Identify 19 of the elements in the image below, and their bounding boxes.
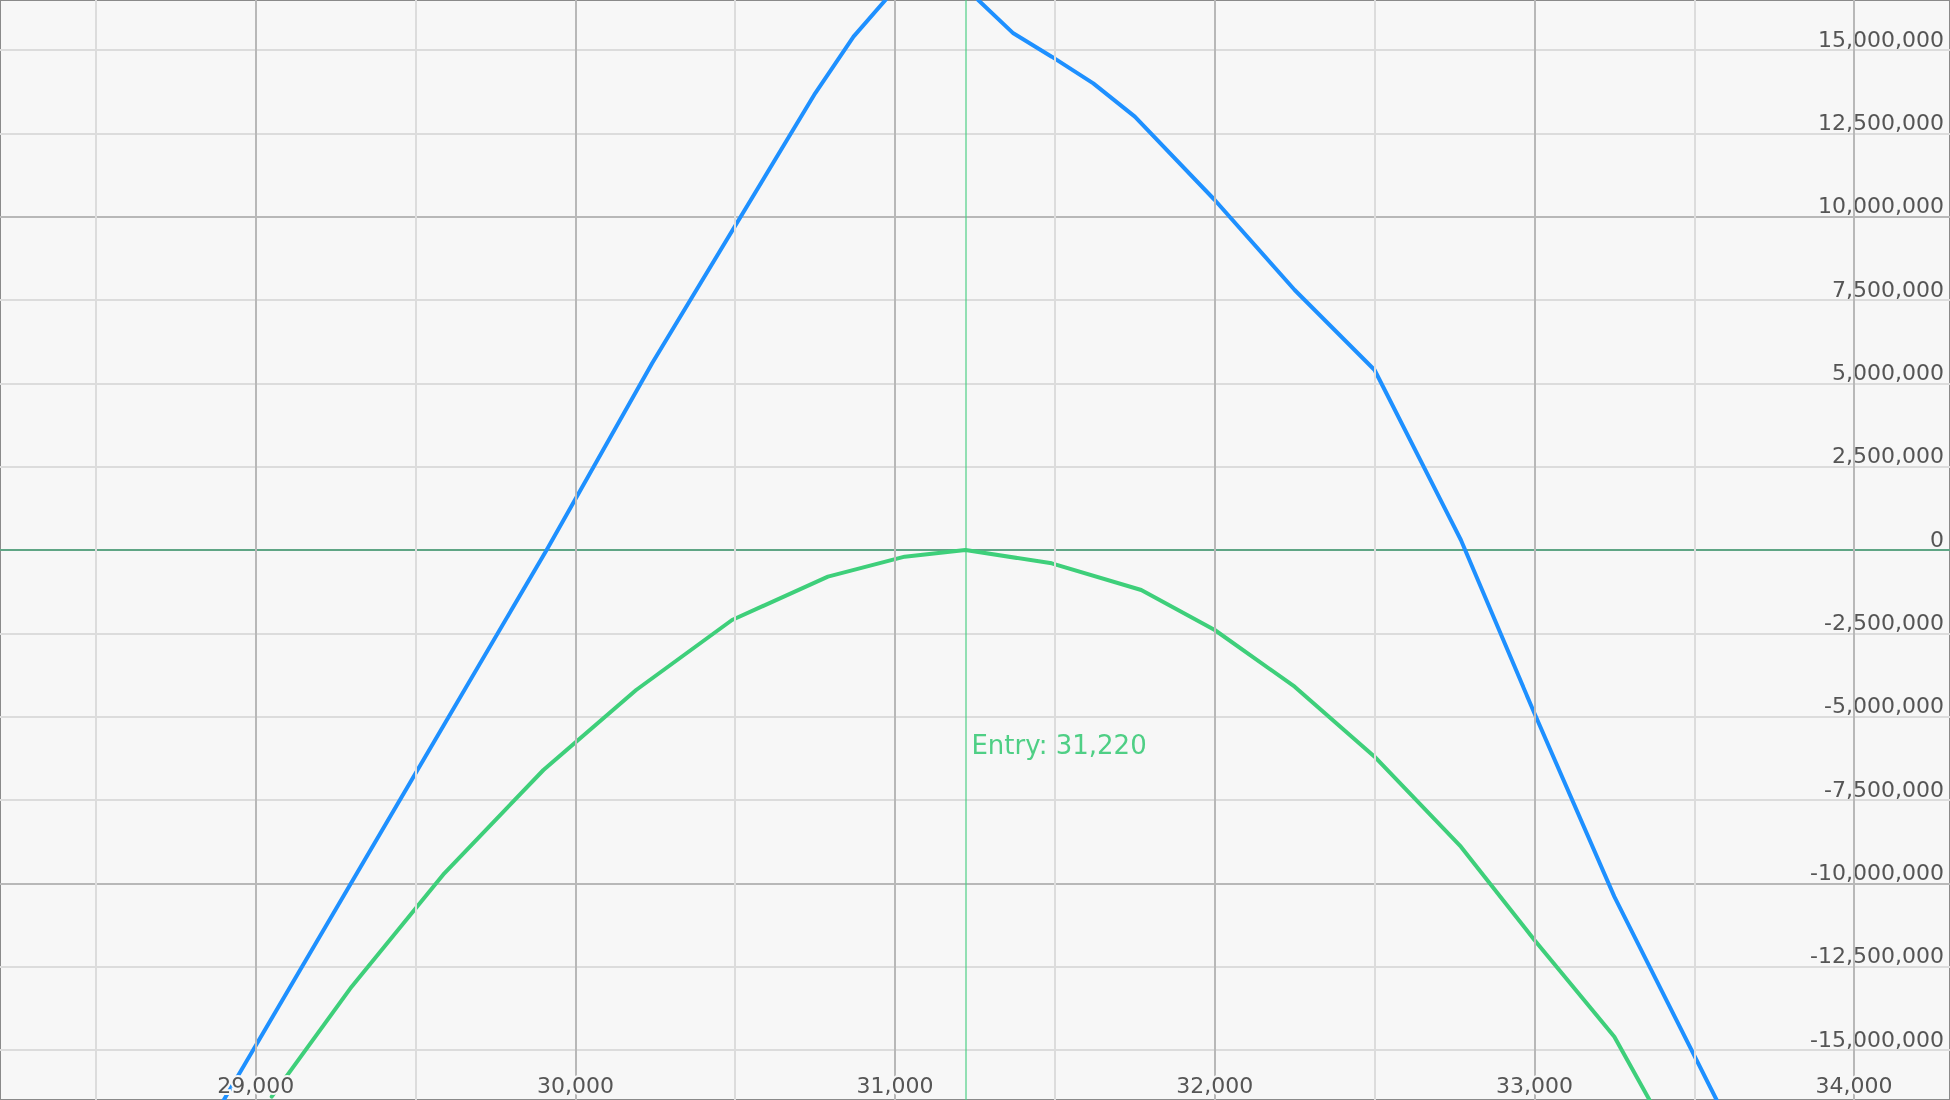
x-tick-label: 33,000 xyxy=(1495,1072,1573,1098)
x-tick-label: 30,000 xyxy=(536,1072,614,1098)
y-tick-label: -2,500,000 xyxy=(1824,609,1944,635)
y-tick-label: -5,000,000 xyxy=(1824,693,1944,719)
x-tick-label: 31,000 xyxy=(856,1072,934,1098)
y-tick-label: 15,000,000 xyxy=(1818,26,1944,52)
x-tick-label: 34,000 xyxy=(1815,1072,1893,1098)
y-tick-label: -10,000,000 xyxy=(1810,859,1944,885)
y-tick-label: -15,000,000 xyxy=(1810,1026,1944,1052)
y-tick-label: 12,500,000 xyxy=(1818,109,1944,135)
ref-line-label: Entry: 31,220 xyxy=(971,729,1147,760)
y-tick-label: 2,500,000 xyxy=(1832,443,1944,469)
y-tick-label: 5,000,000 xyxy=(1832,359,1944,385)
x-tick-label: 32,000 xyxy=(1176,1072,1254,1098)
y-tick-label: -12,500,000 xyxy=(1810,943,1944,969)
y-tick-label: 10,000,000 xyxy=(1818,193,1944,219)
y-tick-label: 7,500,000 xyxy=(1832,276,1944,302)
y-tick-label: -7,500,000 xyxy=(1824,776,1944,802)
y-tick-label: 0 xyxy=(1930,526,1944,552)
